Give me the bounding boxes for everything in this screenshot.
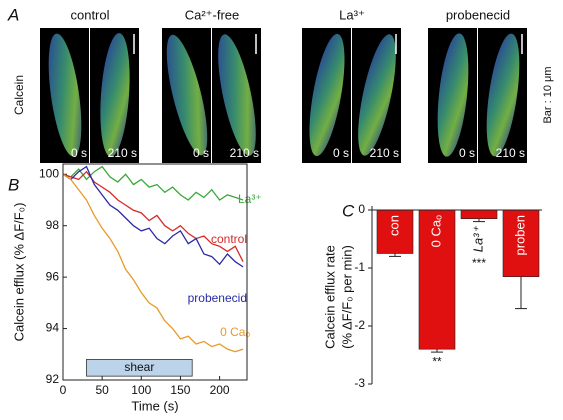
y-tick-label: -3 xyxy=(354,376,365,390)
y-tick-label: 98 xyxy=(46,218,60,232)
cell xyxy=(100,33,130,157)
time-label: 210 s xyxy=(108,146,137,160)
significance: ** xyxy=(432,354,442,368)
y-tick-label: 96 xyxy=(46,269,60,283)
data-line xyxy=(62,173,244,353)
panel-label: A xyxy=(7,5,19,24)
series-label: 0 Caₒ xyxy=(220,325,250,339)
scale-bar-label: Bar : 10 μm xyxy=(542,66,554,123)
x-tick-label: 50 xyxy=(95,383,109,397)
time-label: 0 s xyxy=(459,146,475,160)
y-tick-label: -1 xyxy=(354,260,365,274)
significance: *** xyxy=(472,256,486,270)
condition-label: probenecid xyxy=(446,7,510,22)
y-tick-label: 94 xyxy=(46,321,60,335)
cell xyxy=(166,34,208,156)
y-tick-label: 0 xyxy=(358,202,365,216)
panel-label: B xyxy=(8,175,19,194)
plot-frame xyxy=(62,163,248,381)
series-label: control xyxy=(211,232,247,246)
shear-label: shear xyxy=(124,360,154,374)
shear-bar xyxy=(86,359,193,377)
condition-label: La³⁺ xyxy=(339,7,365,22)
cell xyxy=(437,33,469,157)
x-tick-label: 200 xyxy=(210,383,230,397)
series-label: La³⁺ xyxy=(238,192,262,206)
bar xyxy=(418,209,456,350)
category-label: proben xyxy=(512,215,527,255)
cell xyxy=(48,33,82,157)
condition-label: Ca²⁺-free xyxy=(185,7,240,22)
bar xyxy=(376,209,414,254)
y-axis-label: Calcein efflux rate xyxy=(322,245,337,349)
cell xyxy=(309,33,345,157)
y-tick-label: 92 xyxy=(46,372,60,386)
cell xyxy=(218,34,256,156)
category-label: 0 Caₒ xyxy=(428,215,443,247)
y-axis-label: Calcein efflux (% ΔF/F₀) xyxy=(11,203,26,342)
time-label: 0 s xyxy=(71,146,87,160)
data-line xyxy=(62,165,244,201)
y-tick-label: -2 xyxy=(354,318,365,332)
x-tick-label: 150 xyxy=(170,383,190,397)
image-ylabel: Calcein xyxy=(12,75,26,115)
time-label: 210 s xyxy=(370,146,399,160)
x-axis-label: Time (s) xyxy=(131,398,178,413)
bar xyxy=(460,209,498,219)
time-label: 210 s xyxy=(230,146,259,160)
data-line xyxy=(62,165,244,268)
cell xyxy=(486,33,520,157)
x-tick-label: 100 xyxy=(131,383,151,397)
cell xyxy=(358,34,396,156)
x-tick-label: 0 xyxy=(60,383,67,397)
time-label: 210 s xyxy=(496,146,525,160)
y-tick-label: 100 xyxy=(39,166,59,180)
condition-label: control xyxy=(70,7,109,22)
series-label: probenecid xyxy=(188,291,247,305)
time-label: 0 s xyxy=(333,146,349,160)
panel-label: C xyxy=(342,201,355,220)
y-axis-label: (% ΔF/F₀ per min) xyxy=(339,245,354,349)
category-label: La³⁺ xyxy=(470,225,485,252)
category-label: con xyxy=(386,215,401,236)
time-label: 0 s xyxy=(193,146,209,160)
